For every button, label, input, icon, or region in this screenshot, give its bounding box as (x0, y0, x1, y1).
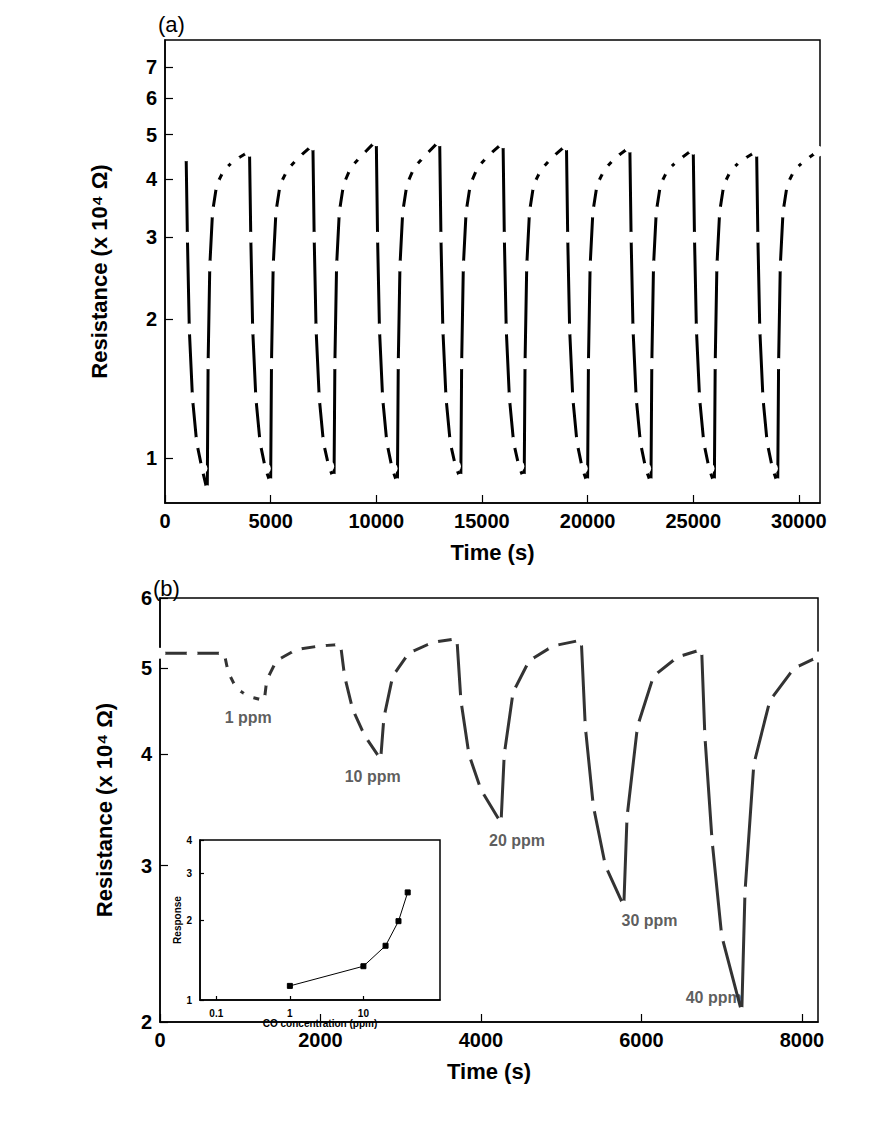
svg-text:5: 5 (141, 657, 152, 679)
svg-text:5000: 5000 (248, 510, 293, 532)
svg-text:3: 3 (146, 226, 157, 248)
svg-text:15000: 15000 (454, 510, 510, 532)
svg-text:3: 3 (141, 855, 152, 877)
svg-text:7: 7 (146, 56, 157, 78)
svg-text:Time (s): Time (s) (451, 540, 535, 565)
svg-text:0.1: 0.1 (209, 1008, 223, 1019)
svg-text:1: 1 (186, 995, 192, 1006)
svg-text:6: 6 (146, 87, 157, 109)
svg-text:CO concentration (ppm): CO concentration (ppm) (262, 1018, 378, 1030)
svg-text:4: 4 (141, 743, 153, 765)
svg-text:40 ppm: 40 ppm (686, 989, 742, 1006)
svg-text:25000: 25000 (665, 510, 721, 532)
svg-text:6000: 6000 (619, 1029, 664, 1051)
svg-text:30 ppm: 30 ppm (621, 912, 677, 929)
svg-text:1: 1 (287, 1008, 293, 1019)
svg-text:10000: 10000 (348, 510, 404, 532)
svg-text:4: 4 (146, 168, 158, 190)
svg-text:Response: Response (172, 896, 183, 944)
svg-text:10: 10 (358, 1008, 370, 1019)
svg-text:5: 5 (146, 124, 157, 146)
svg-text:2: 2 (186, 915, 192, 926)
svg-text:2: 2 (146, 308, 157, 330)
svg-text:Resistance (x 10⁴ Ω): Resistance (x 10⁴ Ω) (92, 703, 117, 917)
svg-text:20 ppm: 20 ppm (489, 832, 545, 849)
svg-text:4: 4 (186, 835, 192, 846)
svg-text:10 ppm: 10 ppm (345, 768, 401, 785)
svg-text:2: 2 (141, 1011, 152, 1033)
svg-text:Resistance (x 10⁴ Ω): Resistance (x 10⁴ Ω) (87, 164, 112, 378)
svg-text:6: 6 (141, 587, 152, 609)
svg-text:20000: 20000 (560, 510, 616, 532)
svg-text:0: 0 (154, 1029, 165, 1051)
svg-text:1: 1 (146, 447, 157, 469)
svg-text:Time (s): Time (s) (447, 1059, 531, 1084)
svg-text:(b): (b) (153, 576, 180, 601)
svg-text:1 ppm: 1 ppm (225, 709, 272, 726)
svg-text:30000: 30000 (771, 510, 827, 532)
svg-text:3: 3 (186, 868, 192, 879)
svg-text:8000: 8000 (780, 1029, 825, 1051)
svg-text:4000: 4000 (459, 1029, 504, 1051)
svg-text:0: 0 (159, 510, 170, 532)
svg-text:2000: 2000 (298, 1029, 343, 1051)
svg-text:(a): (a) (158, 12, 185, 37)
